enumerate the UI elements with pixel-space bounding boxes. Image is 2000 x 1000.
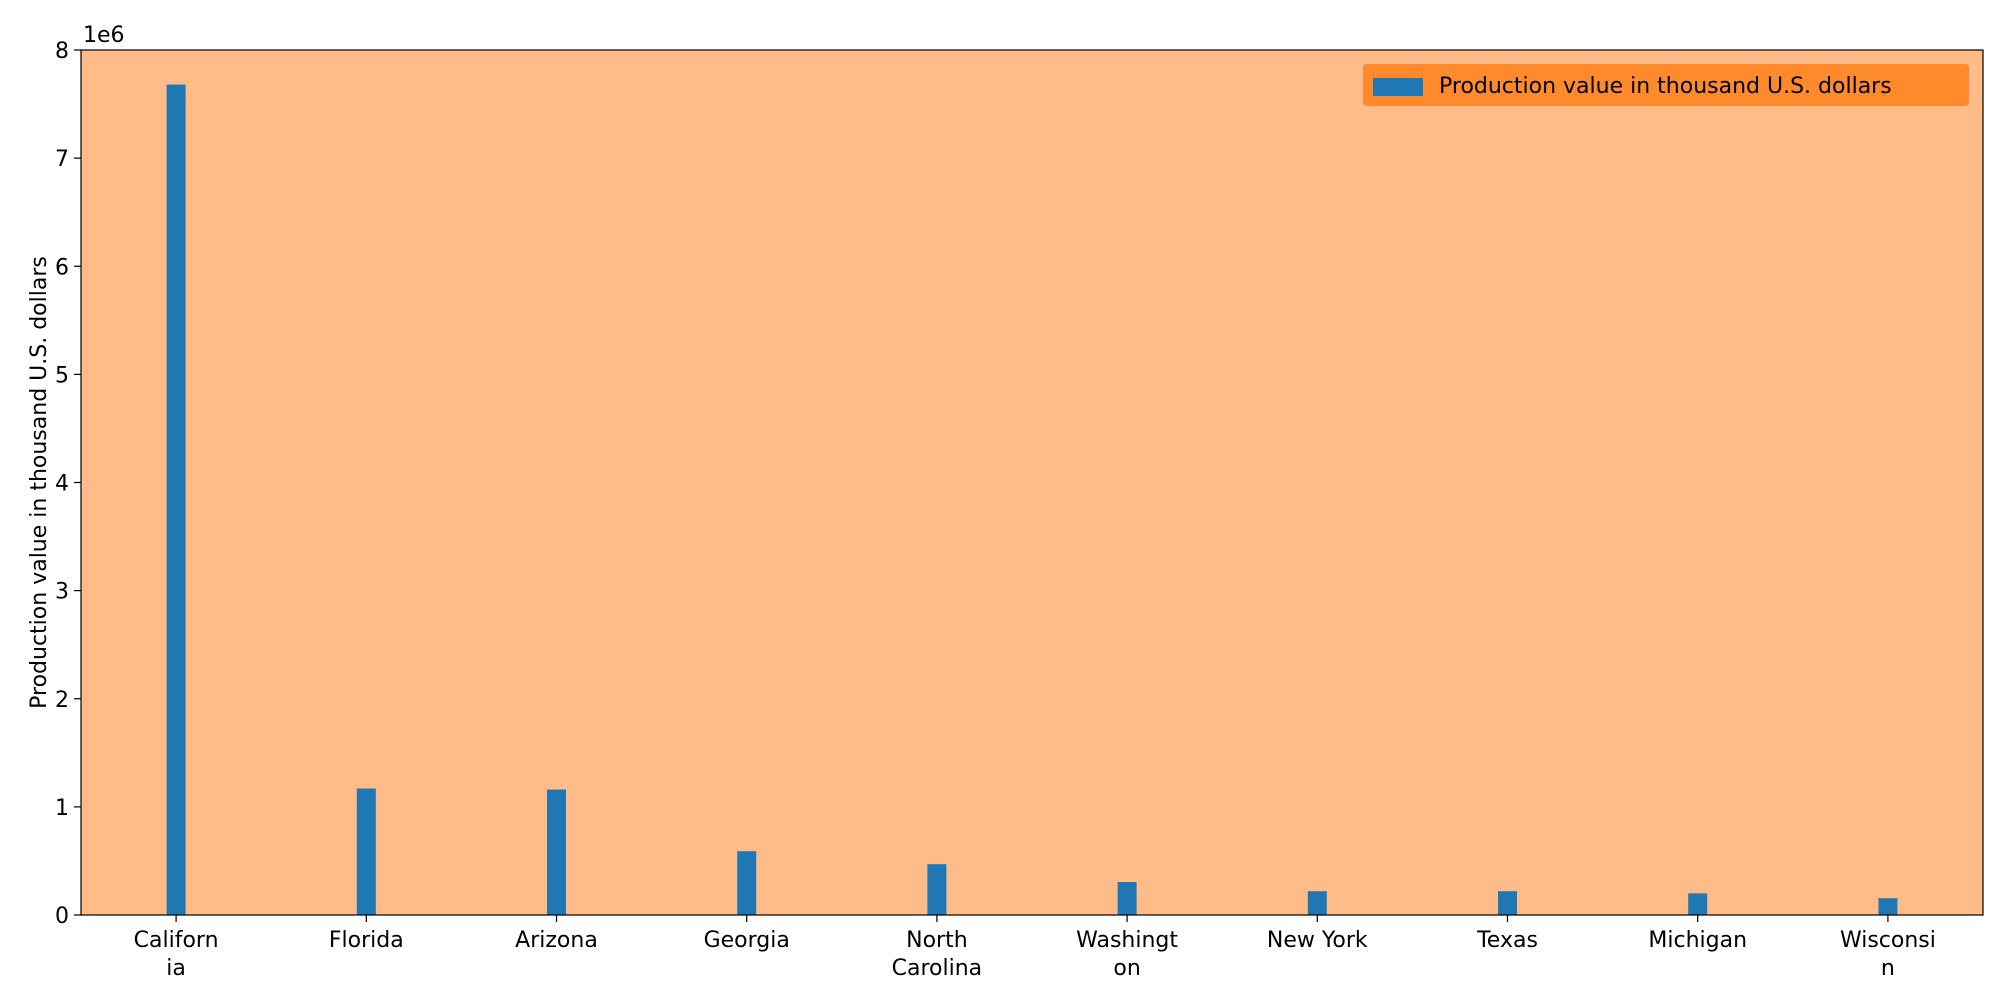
legend: Production value in thousand U.S. dollar…: [1363, 64, 1969, 106]
bar: [1117, 882, 1137, 915]
y-tick-label: 5: [55, 363, 69, 388]
y-tick-label: 4: [55, 472, 69, 497]
x-tick-label-line: Georgia: [704, 928, 790, 953]
y-tick-label: 8: [55, 39, 69, 64]
x-tick-label-line: on: [1113, 956, 1140, 981]
x-tick-label: New York: [1267, 928, 1368, 953]
x-tick-label-line: ia: [166, 956, 186, 981]
x-tick-label: Georgia: [704, 928, 790, 953]
x-tick-label-line: Wisconsi: [1840, 928, 1936, 953]
x-tick-label: Michigan: [1648, 928, 1747, 953]
y-tick-label: 3: [55, 580, 69, 605]
y-tick-label: 0: [55, 904, 69, 929]
bar: [927, 864, 947, 915]
bar: [1307, 891, 1327, 915]
x-tick-label: Texas: [1476, 928, 1538, 953]
plot-area: [81, 50, 1983, 915]
x-tick-label-line: North: [906, 928, 968, 953]
x-tick-label-line: Washingt: [1076, 928, 1178, 953]
x-tick-label: Californ ia: [134, 928, 219, 981]
x-tick-label: Washingt on: [1076, 928, 1178, 981]
y-tick-label: 1: [55, 796, 69, 821]
bar: [1878, 898, 1898, 915]
legend-swatch: [1373, 78, 1423, 96]
bars-group: [166, 84, 1898, 916]
legend-box: [1363, 64, 1969, 106]
x-tick-label: North Carolina: [892, 928, 983, 981]
y-axis-title: Production value in thousand U.S. dollar…: [27, 256, 52, 709]
bar: [1498, 891, 1517, 915]
x-tick-label: Florida: [329, 928, 404, 953]
bar: [547, 789, 566, 915]
x-tick-label-line: Carolina: [892, 956, 983, 981]
y-tick-label: 7: [55, 147, 69, 172]
x-tick-label-line: New York: [1267, 928, 1368, 953]
y-ticks-group: 0 1 2 3 4 5 6 7 8: [55, 39, 81, 929]
legend-label: Production value in thousand U.S. dollar…: [1439, 74, 1892, 99]
x-tick-label-line: Arizona: [515, 928, 598, 953]
y-tick-label: 6: [55, 255, 69, 280]
y-tick-label: 2: [55, 688, 69, 713]
x-tick-label: Arizona: [515, 928, 598, 953]
bar: [1688, 893, 1708, 916]
x-tick-label-line: Michigan: [1648, 928, 1747, 953]
x-tick-label-line: Texas: [1476, 928, 1538, 953]
bar: [737, 851, 757, 915]
x-tick-label: Wisconsi n: [1840, 928, 1936, 981]
y-axis-offset-label: 1e6: [83, 23, 125, 48]
x-tick-label-line: n: [1881, 956, 1895, 981]
x-tick-label-line: Florida: [329, 928, 404, 953]
bar: [166, 84, 186, 916]
x-ticks-group: Californ ia Florida Arizona Georgia North Caro…: [134, 915, 1936, 981]
bar: [356, 788, 376, 915]
x-tick-label-line: Californ: [134, 928, 219, 953]
